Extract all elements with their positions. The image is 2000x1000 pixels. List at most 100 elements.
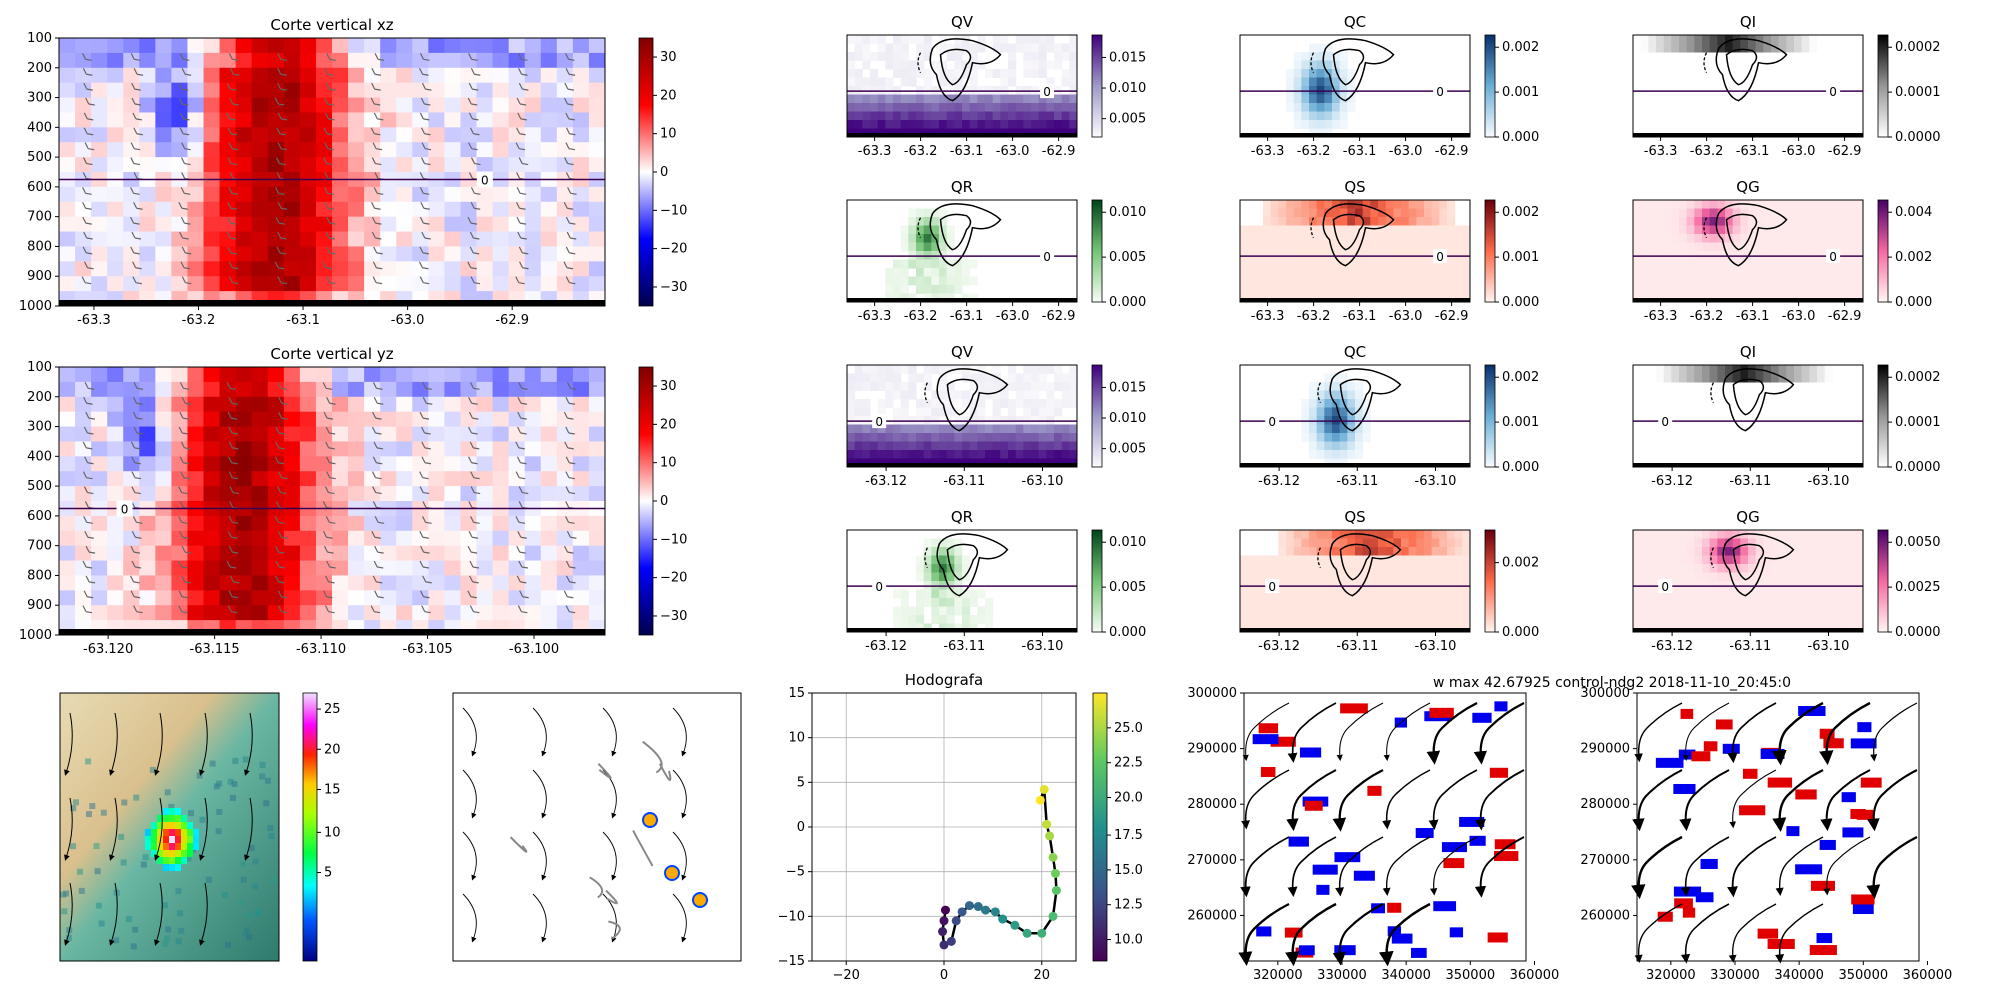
yz-wind-barb <box>325 441 335 450</box>
yz-cell <box>556 575 574 591</box>
qs2-cell <box>1385 606 1394 616</box>
xz-cell <box>396 112 413 128</box>
map1-reflectivity-cell <box>187 822 193 829</box>
xz-cell <box>444 201 461 218</box>
qv1-cell <box>1046 43 1055 53</box>
xz-cell <box>187 52 205 69</box>
qr2-cell <box>900 589 909 599</box>
xz-cell <box>91 186 108 203</box>
qc1-cell <box>1339 52 1348 61</box>
qg1-cell <box>1778 268 1787 277</box>
qv1-cell <box>954 60 963 70</box>
xz-cell <box>59 127 76 143</box>
yz-wind-barb <box>515 441 525 450</box>
map2-streamline <box>462 769 477 819</box>
xz-cell <box>588 38 606 54</box>
qs1-cell <box>1263 259 1272 269</box>
xz-cell <box>187 112 205 128</box>
qs1-cell <box>1401 285 1410 294</box>
qg2-cell <box>1755 606 1764 616</box>
yz-cell <box>251 456 269 472</box>
yz-cell <box>380 515 397 532</box>
qc1-cell <box>1286 69 1295 78</box>
yz-cell <box>524 396 542 413</box>
xz-cell <box>267 157 285 173</box>
map1-reflectivity-cell <box>169 822 175 829</box>
yz-cell <box>91 456 108 472</box>
map1-terrain-patch <box>168 803 175 810</box>
xz-cell <box>380 97 397 113</box>
qg1-cell <box>1855 208 1864 218</box>
qs1-cell <box>1309 208 1318 218</box>
xz-cell <box>556 67 574 84</box>
yz-cell <box>267 530 285 547</box>
qg2-cell <box>1640 547 1649 556</box>
yz-cell <box>396 381 413 398</box>
xz-cell <box>155 261 172 277</box>
qv1-ground <box>847 133 1077 137</box>
xz-cell <box>492 38 510 54</box>
yz-cell <box>251 381 269 398</box>
qs1-cell <box>1447 259 1456 269</box>
yz-cell <box>380 575 397 591</box>
yz-cell <box>380 560 397 576</box>
qr1-cell <box>908 225 917 235</box>
xz-wind-barb <box>277 112 288 121</box>
qg1-cell <box>1740 208 1749 218</box>
qc1-w-contour <box>1322 38 1395 102</box>
qi2-colorbar <box>1877 364 1889 468</box>
yz-cell <box>428 560 445 576</box>
qv1-cell <box>1069 35 1078 44</box>
xz-wind-barb <box>276 246 287 255</box>
qc2-cell <box>1332 373 1341 383</box>
qv1-cell <box>1069 69 1078 78</box>
qr2-cell <box>923 564 932 573</box>
stream2-w-cell <box>1798 705 1826 716</box>
yz-cell <box>524 530 542 547</box>
map2-terrain-contour <box>632 830 654 867</box>
stream2-streamline <box>1727 836 1777 898</box>
qs1-cell <box>1393 242 1402 252</box>
xz-cell <box>59 142 76 158</box>
qg1-cell <box>1778 276 1787 286</box>
qc1-cell <box>1316 77 1325 87</box>
qg1-cell <box>1702 208 1711 218</box>
qi1-title: QI <box>1740 13 1756 31</box>
qv1-cell <box>1023 94 1032 104</box>
qv1-cell <box>1023 43 1032 53</box>
qv2-cell <box>1061 433 1070 442</box>
qs1-cell <box>1370 276 1379 286</box>
yz-cell <box>299 575 317 591</box>
qv2-cell <box>954 433 963 442</box>
qs2-colorbar <box>1484 529 1496 633</box>
qs2-cell <box>1347 572 1356 582</box>
xz-title: Corte vertical xz <box>270 16 393 34</box>
qs2-cell <box>1462 606 1471 616</box>
qg2-cell <box>1778 530 1787 539</box>
qv1-cell <box>1069 94 1078 104</box>
qg2-colorbar-label: 0.0025 <box>1895 580 1941 595</box>
qg2-cell <box>1778 589 1787 599</box>
qv1-cell <box>1061 69 1070 78</box>
map2-terrain-contour <box>608 920 621 940</box>
qg1-cell <box>1809 217 1818 226</box>
xz-cell <box>348 261 365 277</box>
qr2-contour-label: 0 <box>875 580 883 594</box>
qg2-cell <box>1732 598 1741 607</box>
hodo-xtick-label: 20 <box>1034 968 1051 983</box>
qs1-cell <box>1424 208 1433 218</box>
qs2-cell <box>1247 615 1256 624</box>
stream2-w-cell <box>1857 722 1872 733</box>
xz-cell <box>139 261 156 277</box>
qr2-cell <box>900 598 909 607</box>
qg1-cell <box>1755 234 1764 243</box>
qi1-cell <box>1717 35 1726 44</box>
qg1-cell <box>1717 276 1726 286</box>
yz-wind-barb <box>566 575 576 584</box>
qg2-cell <box>1840 606 1849 616</box>
qg2-cell <box>1748 538 1757 548</box>
qs1-cell <box>1240 259 1249 269</box>
qg2-w-contour <box>1722 533 1795 597</box>
stream2-ytick-label: 270000 <box>1580 853 1630 868</box>
xz-cell <box>203 276 221 292</box>
